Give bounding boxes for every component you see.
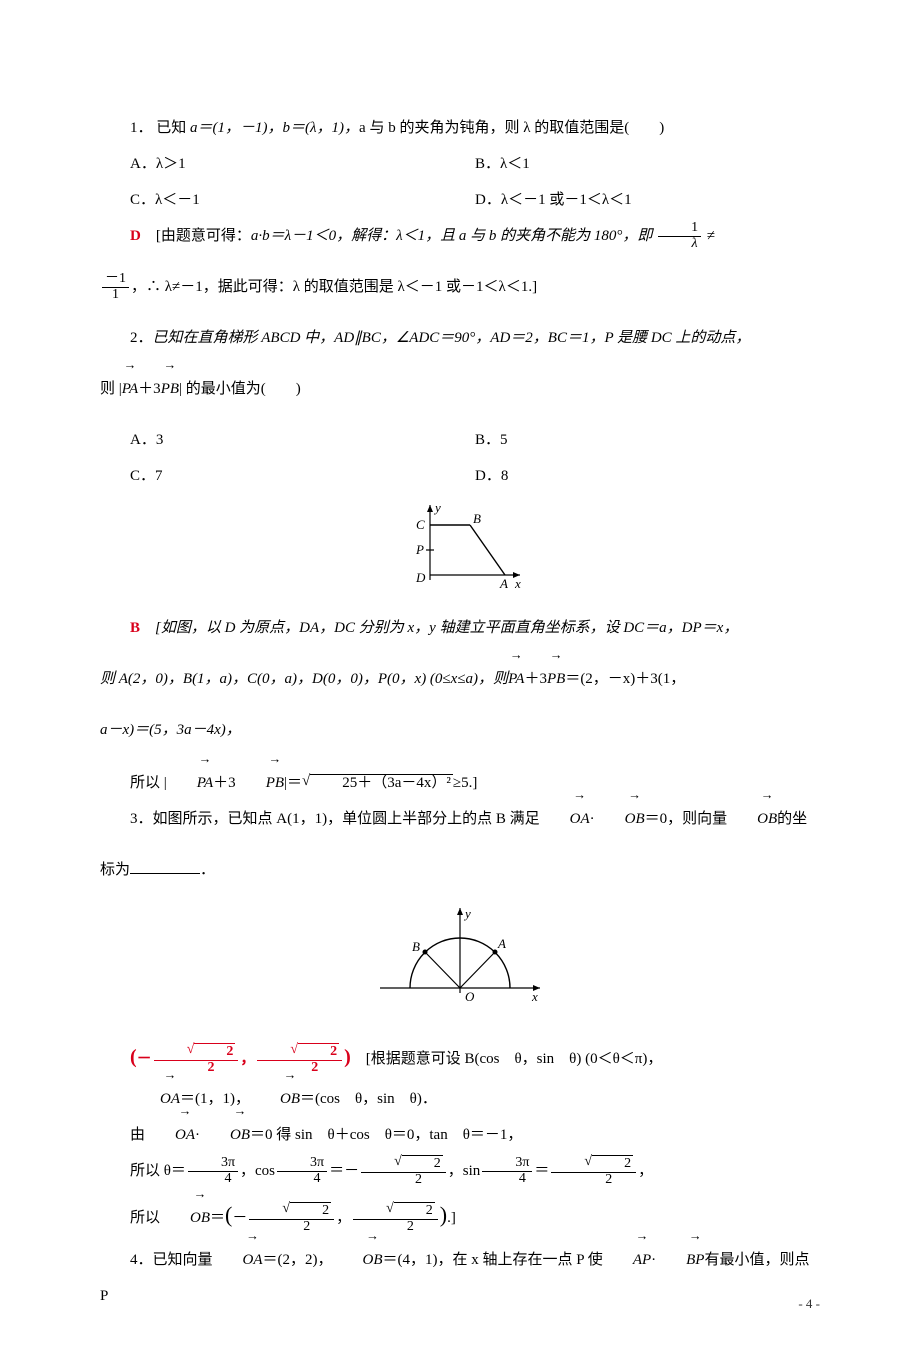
q2-answer: B [130, 620, 140, 636]
vec-OA: OA [213, 1242, 263, 1278]
q2-solution-1: B [如图，以 D 为原点，DA，DC 分别为 x，y 轴建立平面直角坐标系，设… [100, 610, 820, 646]
vec-OB: OB [595, 801, 645, 837]
vec-OB: OB [727, 801, 777, 837]
q3-num: 3． [130, 811, 153, 827]
q1-num: 1． [130, 120, 153, 136]
svg-text:x: x [531, 989, 538, 1004]
q1-solution: D [由题意可得：a·b＝λ－1＜0，解得：λ＜1，且 a 与 b 的夹角不能为… [100, 218, 820, 254]
vec-PA: PA [167, 765, 213, 801]
q1-text: 已知 a＝(1，－1)，b＝(λ，1)，a 与 b 的夹角为钝角，则 λ 的取值… [156, 120, 664, 136]
q4-num: 4． [130, 1252, 153, 1268]
q3-stem-2: 标为． [100, 852, 820, 888]
svg-text:B: B [473, 511, 481, 526]
frac-1-over-lambda: 1λ [658, 221, 701, 251]
svg-text:y: y [463, 906, 471, 921]
svg-text:A: A [499, 576, 508, 591]
q2-solution-4: 所以 |PA＋3PB|＝√25＋（3a－4x）²≥5.] [100, 763, 820, 801]
q1-stem: 1． 已知 a＝(1，－1)，b＝(λ，1)，a 与 b 的夹角为钝角，则 λ … [100, 110, 820, 146]
q3-sol-4: 所以 θ＝3π4，cos3π4＝－√22，sin3π4＝√22， [100, 1153, 820, 1189]
vec-PA: PA [508, 661, 524, 697]
q3-answer: ( [130, 1046, 137, 1068]
q1-answer: D [130, 228, 141, 244]
q2-options-row1: A．3 B．5 [130, 422, 820, 458]
svg-text:O: O [465, 989, 475, 1004]
svg-text:B: B [412, 939, 420, 954]
q2-opt-A: A．3 [130, 422, 475, 458]
svg-text:P: P [415, 542, 424, 557]
q3-stem-1: 3．如图所示，已知点 A(1，1)，单位圆上半部分上的点 B 满足OA·OB＝0… [100, 801, 820, 837]
q2-solution-3: a－x)＝(5，3a－4x)， [100, 712, 820, 748]
svg-text:y: y [433, 500, 441, 515]
vec-PB: PB [236, 765, 284, 801]
q2-solution-2: 则 A(2，0)，B(1，a)，C(0，a)，D(0，0)，P(0，x) (0≤… [100, 661, 820, 697]
vec-PA: PA [122, 371, 138, 407]
vec-OB: OB [200, 1117, 250, 1153]
svg-text:C: C [416, 517, 425, 532]
page: 1． 已知 a＝(1，－1)，b＝(λ，1)，a 与 b 的夹角为钝角，则 λ … [0, 0, 920, 1354]
vec-BP: BP [656, 1242, 704, 1278]
q3-sol-5: 所以OB＝(－√22，√22).] [100, 1189, 820, 1242]
q4-stem: 4．已知向量OA＝(2，2)，OB＝(4，1)，在 x 轴上存在一点 P 使AP… [100, 1242, 820, 1314]
q3-figure: y x O A B [100, 903, 820, 1027]
q2-opt-D: D．8 [475, 458, 820, 494]
q2-stem-line2: 则 |PA＋3PB| 的最小值为( ) [100, 371, 820, 407]
q3-answer-line: (－√22，√22) [根据题意可设 B(cos θ，sin θ) (0＜θ＜π… [100, 1033, 820, 1081]
q2-opt-C: C．7 [130, 458, 475, 494]
vec-AP: AP [603, 1242, 651, 1278]
answer-blank [130, 858, 200, 874]
q1-options-row1: A．λ＞1 B．λ＜1 [130, 146, 820, 182]
q1-opt-A: A．λ＞1 [130, 146, 475, 182]
q3-sol-3: 由OA·OB＝0 得 sin θ＋cos θ＝0，tan θ＝－1， [100, 1117, 820, 1153]
vec-OB: OB [160, 1200, 210, 1236]
q2-num: 2． [130, 330, 153, 346]
q2-figure: y x B C P D A [100, 500, 820, 604]
q2-options-row2: C．7 D．8 [130, 458, 820, 494]
q2-opt-B: B．5 [475, 422, 820, 458]
vec-OA: OA [145, 1117, 195, 1153]
vec-OA: OA [540, 801, 590, 837]
q1-opt-D: D．λ＜－1 或－1＜λ＜1 [475, 182, 820, 218]
svg-text:A: A [497, 936, 506, 951]
svg-text:x: x [514, 576, 521, 591]
svg-text:D: D [415, 570, 426, 585]
q1-options-row2: C．λ＜－1 D．λ＜－1 或－1＜λ＜1 [130, 182, 820, 218]
q1-solution-cont: －11，∴ λ≠－1，据此可得：λ 的取值范围是 λ＜－1 或－1＜λ＜1.] [100, 269, 820, 305]
frac-neg1-over-1: －11 [102, 272, 129, 302]
page-number: - 4 - [798, 1288, 820, 1319]
q2-stem-line1: 2．已知在直角梯形 ABCD 中，AD∥BC，∠ADC＝90°，AD＝2，BC＝… [100, 320, 820, 356]
vec-OB: OB [333, 1242, 383, 1278]
vec-PB: PB [161, 371, 179, 407]
q1-opt-B: B．λ＜1 [475, 146, 820, 182]
vec-PB: PB [547, 661, 565, 697]
semicircle-diagram: y x O A B [370, 903, 550, 1013]
q1-opt-C: C．λ＜－1 [130, 182, 475, 218]
vec-OB: OB [250, 1081, 300, 1117]
trapezoid-diagram: y x B C P D A [390, 500, 530, 590]
